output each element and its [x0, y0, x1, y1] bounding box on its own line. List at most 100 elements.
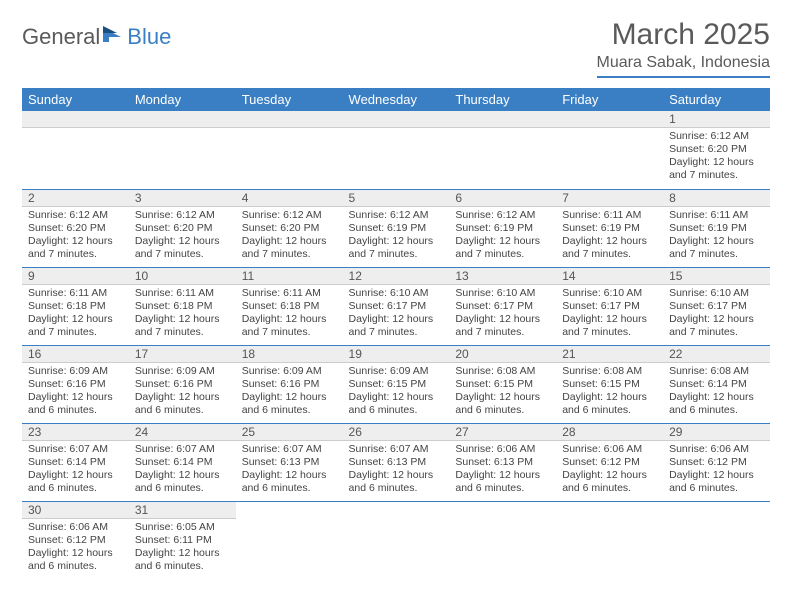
- calendar-day: 14Sunrise: 6:10 AMSunset: 6:17 PMDayligh…: [556, 267, 663, 345]
- day-details: Sunrise: 6:12 AMSunset: 6:20 PMDaylight:…: [22, 207, 129, 266]
- sunset-line: Sunset: 6:20 PM: [28, 222, 123, 235]
- daylight-line: Daylight: 12 hours and 6 minutes.: [669, 469, 764, 495]
- sunset-line: Sunset: 6:19 PM: [562, 222, 657, 235]
- daylight-line: Daylight: 12 hours and 7 minutes.: [669, 235, 764, 261]
- daylight-line: Daylight: 12 hours and 6 minutes.: [135, 469, 230, 495]
- calendar-week: 23Sunrise: 6:07 AMSunset: 6:14 PMDayligh…: [22, 423, 770, 501]
- daylight-line: Daylight: 12 hours and 6 minutes.: [562, 469, 657, 495]
- day-number: 27: [449, 424, 556, 441]
- sunrise-line: Sunrise: 6:09 AM: [28, 365, 123, 378]
- day-details: Sunrise: 6:06 AMSunset: 6:13 PMDaylight:…: [449, 441, 556, 500]
- sunset-line: Sunset: 6:11 PM: [135, 534, 230, 547]
- calendar-day: [343, 501, 450, 579]
- sunrise-line: Sunrise: 6:11 AM: [242, 287, 337, 300]
- sunset-line: Sunset: 6:17 PM: [669, 300, 764, 313]
- calendar-day: [22, 111, 129, 189]
- sunset-line: Sunset: 6:14 PM: [135, 456, 230, 469]
- daylight-line: Daylight: 12 hours and 6 minutes.: [669, 391, 764, 417]
- calendar-day: [236, 111, 343, 189]
- daylight-line: Daylight: 12 hours and 7 minutes.: [242, 313, 337, 339]
- calendar-day: 24Sunrise: 6:07 AMSunset: 6:14 PMDayligh…: [129, 423, 236, 501]
- header: General Blue March 2025 Muara Sabak, Ind…: [22, 18, 770, 78]
- sunrise-line: Sunrise: 6:10 AM: [455, 287, 550, 300]
- day-number: 20: [449, 346, 556, 363]
- sunset-line: Sunset: 6:16 PM: [28, 378, 123, 391]
- sunset-line: Sunset: 6:13 PM: [349, 456, 444, 469]
- day-details: Sunrise: 6:10 AMSunset: 6:17 PMDaylight:…: [556, 285, 663, 344]
- logo: General Blue: [22, 24, 171, 50]
- calendar-day: 2Sunrise: 6:12 AMSunset: 6:20 PMDaylight…: [22, 189, 129, 267]
- daylight-line: Daylight: 12 hours and 7 minutes.: [242, 235, 337, 261]
- sunset-line: Sunset: 6:18 PM: [135, 300, 230, 313]
- calendar-day: 22Sunrise: 6:08 AMSunset: 6:14 PMDayligh…: [663, 345, 770, 423]
- sunrise-line: Sunrise: 6:10 AM: [349, 287, 444, 300]
- day-details: Sunrise: 6:07 AMSunset: 6:14 PMDaylight:…: [129, 441, 236, 500]
- sunset-line: Sunset: 6:13 PM: [242, 456, 337, 469]
- daylight-line: Daylight: 12 hours and 7 minutes.: [669, 313, 764, 339]
- sunrise-line: Sunrise: 6:07 AM: [28, 443, 123, 456]
- day-number: 8: [663, 190, 770, 207]
- day-details: Sunrise: 6:12 AMSunset: 6:20 PMDaylight:…: [236, 207, 343, 266]
- day-number: 28: [556, 424, 663, 441]
- sunrise-line: Sunrise: 6:12 AM: [455, 209, 550, 222]
- day-header: Friday: [556, 88, 663, 111]
- calendar-day: 4Sunrise: 6:12 AMSunset: 6:20 PMDaylight…: [236, 189, 343, 267]
- calendar-day: 29Sunrise: 6:06 AMSunset: 6:12 PMDayligh…: [663, 423, 770, 501]
- calendar-day: 21Sunrise: 6:08 AMSunset: 6:15 PMDayligh…: [556, 345, 663, 423]
- daylight-line: Daylight: 12 hours and 7 minutes.: [349, 235, 444, 261]
- month-title: March 2025: [597, 18, 770, 52]
- calendar-day: 9Sunrise: 6:11 AMSunset: 6:18 PMDaylight…: [22, 267, 129, 345]
- day-number: 14: [556, 268, 663, 285]
- day-details: Sunrise: 6:09 AMSunset: 6:16 PMDaylight:…: [129, 363, 236, 422]
- calendar-day: 30Sunrise: 6:06 AMSunset: 6:12 PMDayligh…: [22, 501, 129, 579]
- sunrise-line: Sunrise: 6:12 AM: [28, 209, 123, 222]
- sunset-line: Sunset: 6:12 PM: [669, 456, 764, 469]
- calendar-day: 3Sunrise: 6:12 AMSunset: 6:20 PMDaylight…: [129, 189, 236, 267]
- day-number: 13: [449, 268, 556, 285]
- calendar-day: 18Sunrise: 6:09 AMSunset: 6:16 PMDayligh…: [236, 345, 343, 423]
- day-header: Sunday: [22, 88, 129, 111]
- day-details: Sunrise: 6:06 AMSunset: 6:12 PMDaylight:…: [556, 441, 663, 500]
- daylight-line: Daylight: 12 hours and 6 minutes.: [455, 391, 550, 417]
- day-number: 1: [663, 111, 770, 128]
- day-number: 11: [236, 268, 343, 285]
- daylight-line: Daylight: 12 hours and 6 minutes.: [562, 391, 657, 417]
- sunrise-line: Sunrise: 6:10 AM: [669, 287, 764, 300]
- calendar-table: SundayMondayTuesdayWednesdayThursdayFrid…: [22, 88, 770, 579]
- day-number: 4: [236, 190, 343, 207]
- title-block: March 2025 Muara Sabak, Indonesia: [597, 18, 770, 78]
- daylight-line: Daylight: 12 hours and 6 minutes.: [242, 391, 337, 417]
- calendar-day: 16Sunrise: 6:09 AMSunset: 6:16 PMDayligh…: [22, 345, 129, 423]
- calendar-week: 16Sunrise: 6:09 AMSunset: 6:16 PMDayligh…: [22, 345, 770, 423]
- sunrise-line: Sunrise: 6:11 AM: [28, 287, 123, 300]
- sunset-line: Sunset: 6:16 PM: [242, 378, 337, 391]
- calendar-week: 9Sunrise: 6:11 AMSunset: 6:18 PMDaylight…: [22, 267, 770, 345]
- calendar-day: [663, 501, 770, 579]
- calendar-day: [449, 111, 556, 189]
- day-details: Sunrise: 6:07 AMSunset: 6:14 PMDaylight:…: [22, 441, 129, 500]
- flag-icon: [103, 24, 125, 50]
- sunrise-line: Sunrise: 6:12 AM: [669, 130, 764, 143]
- day-details: Sunrise: 6:06 AMSunset: 6:12 PMDaylight:…: [663, 441, 770, 500]
- day-details: Sunrise: 6:12 AMSunset: 6:19 PMDaylight:…: [343, 207, 450, 266]
- day-number: 10: [129, 268, 236, 285]
- day-details: Sunrise: 6:12 AMSunset: 6:20 PMDaylight:…: [129, 207, 236, 266]
- sunset-line: Sunset: 6:15 PM: [349, 378, 444, 391]
- daylight-line: Daylight: 12 hours and 6 minutes.: [28, 547, 123, 573]
- sunrise-line: Sunrise: 6:08 AM: [455, 365, 550, 378]
- daylight-line: Daylight: 12 hours and 6 minutes.: [242, 469, 337, 495]
- day-details: Sunrise: 6:09 AMSunset: 6:16 PMDaylight:…: [22, 363, 129, 422]
- sunset-line: Sunset: 6:16 PM: [135, 378, 230, 391]
- calendar-day: 10Sunrise: 6:11 AMSunset: 6:18 PMDayligh…: [129, 267, 236, 345]
- logo-text-2: Blue: [127, 24, 171, 50]
- sunset-line: Sunset: 6:17 PM: [455, 300, 550, 313]
- sunset-line: Sunset: 6:19 PM: [349, 222, 444, 235]
- sunset-line: Sunset: 6:12 PM: [562, 456, 657, 469]
- day-details: Sunrise: 6:11 AMSunset: 6:18 PMDaylight:…: [129, 285, 236, 344]
- calendar-day: 8Sunrise: 6:11 AMSunset: 6:19 PMDaylight…: [663, 189, 770, 267]
- calendar-day: 27Sunrise: 6:06 AMSunset: 6:13 PMDayligh…: [449, 423, 556, 501]
- day-details: Sunrise: 6:11 AMSunset: 6:19 PMDaylight:…: [556, 207, 663, 266]
- day-number: 12: [343, 268, 450, 285]
- day-details: Sunrise: 6:12 AMSunset: 6:20 PMDaylight:…: [663, 128, 770, 187]
- day-number: 24: [129, 424, 236, 441]
